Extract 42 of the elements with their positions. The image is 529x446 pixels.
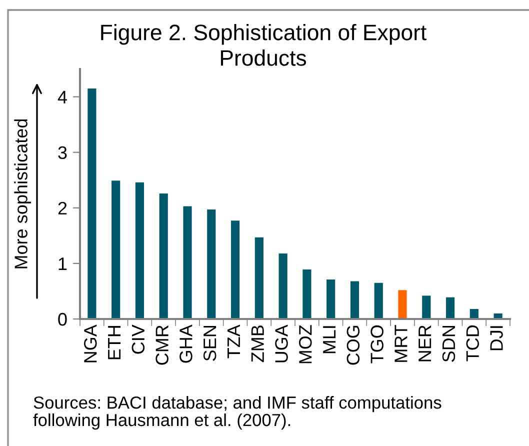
y-axis-title: More sophisticated <box>14 119 31 268</box>
x-tick-label: CIV <box>132 324 145 354</box>
x-tick-label: ZMB <box>251 326 264 362</box>
x-tick-label: DJI <box>490 326 503 350</box>
x-tick-label: COG <box>346 326 360 365</box>
x-tick-label: TGO <box>370 325 384 364</box>
x-tick-label: MOZ <box>299 325 312 364</box>
bar <box>374 282 383 319</box>
y-tick-label: 3 <box>58 146 67 160</box>
x-tick-label: GHA <box>180 324 192 363</box>
x-tick-label: NER <box>418 325 432 362</box>
y-tick-label: 0 <box>58 312 67 326</box>
bar <box>302 270 312 319</box>
bar <box>254 237 264 319</box>
y-tick-label: 2 <box>58 202 67 214</box>
x-tick-label: TCD <box>466 325 480 362</box>
x-tick-label: MRT <box>394 324 408 362</box>
bar <box>183 206 192 319</box>
bar <box>422 296 431 319</box>
bar <box>278 253 288 319</box>
x-tick-label: ETH <box>108 326 120 360</box>
source-note: Sources: BACI database; and IMF staff computations following Hausmann et al. (2007). <box>33 396 442 430</box>
bar <box>230 220 240 319</box>
bar <box>112 180 120 319</box>
x-tick-label: NGA <box>84 324 97 362</box>
x-tick-label: TZA <box>228 324 240 358</box>
y-tick-label: 4 <box>58 90 67 104</box>
chart-title: Figure 2. Sophistication of Export Products <box>101 24 427 66</box>
x-tick-label: CMR <box>156 325 168 365</box>
bar <box>350 281 360 319</box>
x-tick-label: SDN <box>442 326 456 362</box>
bar <box>159 193 168 319</box>
y-tick-label: 1 <box>58 258 67 270</box>
bar <box>398 290 407 319</box>
bar <box>88 88 96 319</box>
bar <box>446 297 455 319</box>
x-tick-label: UGA <box>275 324 288 362</box>
x-tick-label: MLI <box>323 326 336 354</box>
x-tick-label: SEN <box>203 326 216 361</box>
bar <box>207 210 216 319</box>
bar <box>326 280 336 319</box>
bar <box>135 182 144 319</box>
